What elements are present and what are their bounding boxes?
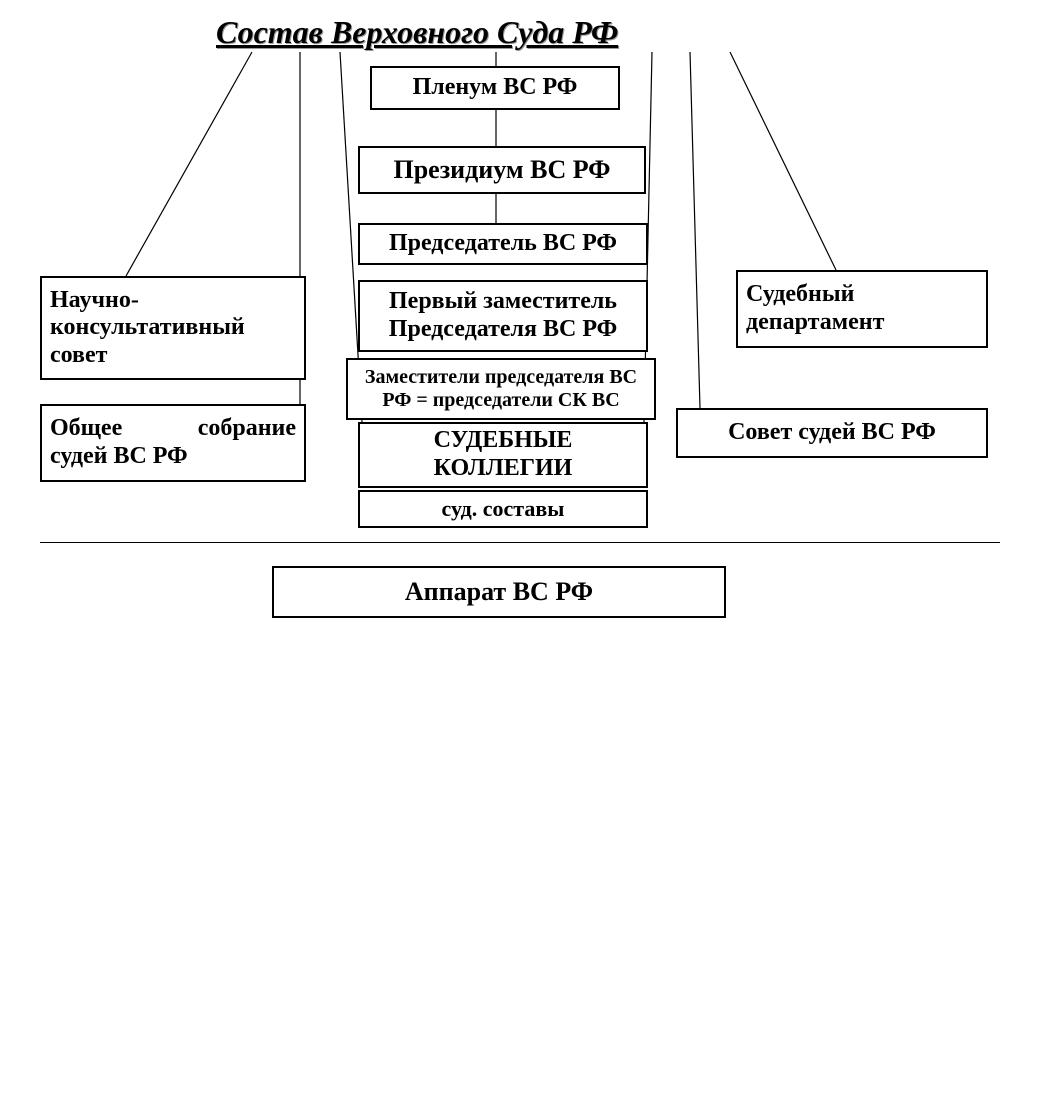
node-deputies: Заместители председателя ВС РФ = председ… [346, 358, 656, 420]
node-presidium: Президиум ВС РФ [358, 146, 646, 194]
node-plenum: Пленум ВС РФ [370, 66, 620, 110]
node-chair: Председатель ВС РФ [358, 223, 648, 265]
separator-line [40, 542, 1000, 543]
assembly-word-2: собрание [198, 415, 296, 443]
node-judicial-dept: Судебный департамент [736, 270, 988, 348]
node-general-assembly: Общее собрание судей ВС РФ [40, 404, 306, 482]
node-collegia: СУДЕБНЫЕ КОЛЛЕГИИ [358, 422, 648, 488]
node-judges-council: Совет судей ВС РФ [676, 408, 988, 458]
node-apparat: Аппарат ВС РФ [272, 566, 726, 618]
node-sci-council: Научно-консультативный совет [40, 276, 306, 380]
assembly-word-1: Общее [50, 415, 122, 443]
assembly-line-2: судей ВС РФ [50, 443, 296, 471]
diagram-title: Состав Верховного Суда РФ [216, 14, 618, 51]
node-sud-sostavy: суд. составы [358, 490, 648, 528]
diagram-canvas: Состав Верховного Суда РФ Пленум ВС РФ П… [0, 0, 1056, 1100]
node-first-deputy: Первый заместитель Председателя ВС РФ [358, 280, 648, 352]
